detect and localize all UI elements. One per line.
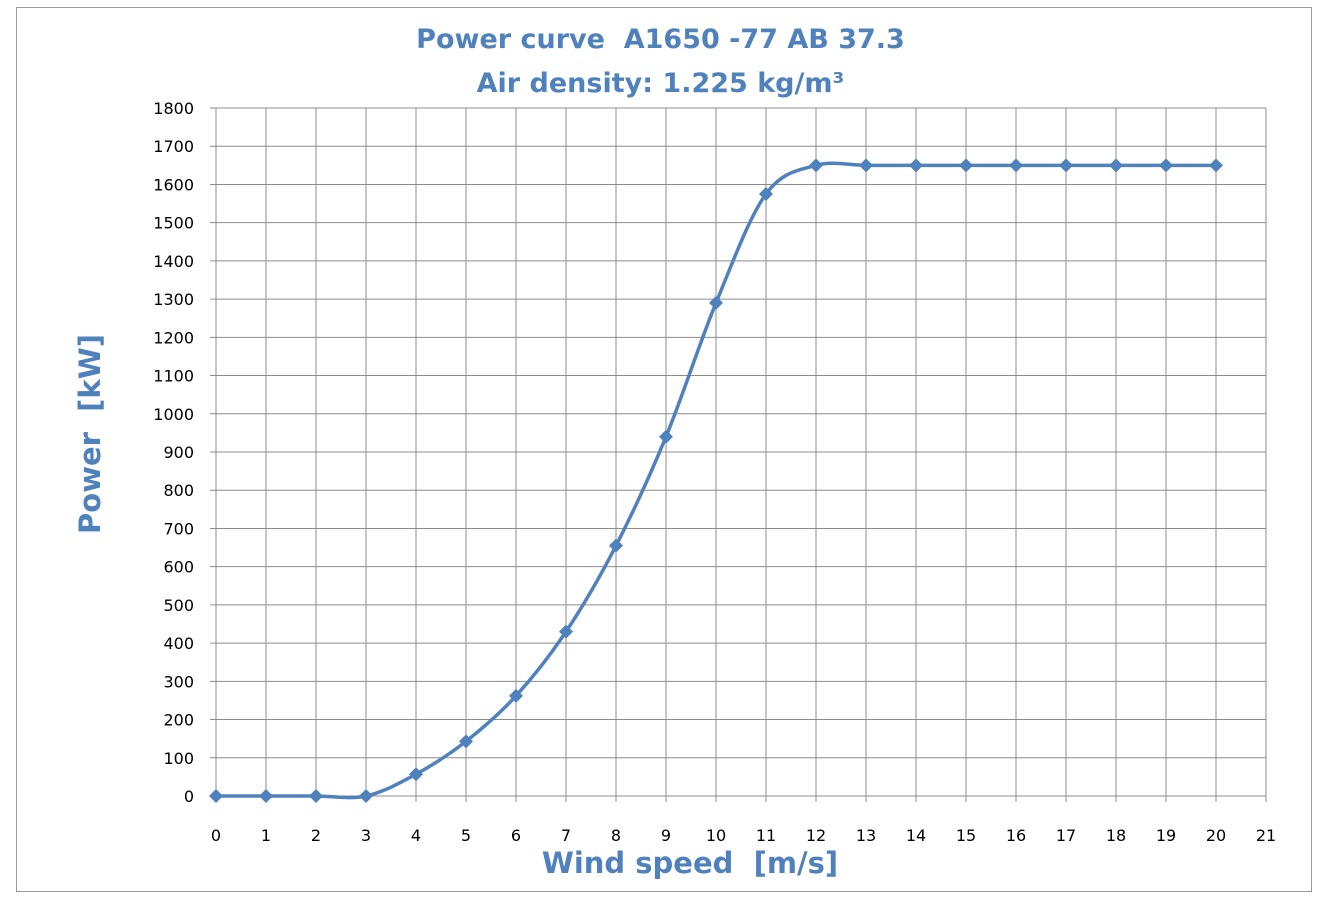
series-line	[214, 161, 1218, 800]
x-tick-label: 18	[1106, 826, 1126, 845]
x-tick-label: 9	[661, 826, 671, 845]
data-point-marker	[909, 158, 923, 173]
y-tick-label: 1500	[153, 214, 194, 233]
y-tick-label: 200	[163, 711, 194, 730]
data-point-marker	[209, 789, 223, 803]
data-point-marker	[509, 688, 523, 703]
y-tick-label: 500	[163, 596, 194, 615]
x-tick-label: 4	[411, 826, 421, 845]
data-point-marker	[1059, 158, 1073, 173]
x-tick-label: 19	[1156, 826, 1176, 845]
y-tick-label: 1200	[153, 328, 194, 347]
data-point-marker	[309, 789, 323, 803]
y-tick-label: 1600	[153, 175, 194, 194]
y-tick-label: 400	[163, 634, 194, 653]
y-axis-label: Power [kW]	[73, 334, 107, 534]
data-point-marker	[1109, 158, 1123, 173]
data-point-marker	[809, 158, 823, 173]
x-tick-label: 5	[461, 826, 471, 845]
x-tick-label: 10	[706, 826, 726, 845]
y-tick-label: 700	[163, 519, 194, 538]
chart-title: Power curve A1650 -77 AB 37.3	[416, 24, 905, 55]
y-tick-label: 1800	[153, 99, 194, 118]
data-point-marker	[359, 789, 373, 803]
chart-subtitle: Air density: 1.225 kg/m³	[476, 68, 845, 99]
data-point-marker	[709, 295, 723, 310]
y-tick-label: 0	[184, 787, 194, 806]
data-point-marker	[559, 624, 573, 639]
data-point-marker	[759, 187, 773, 201]
data-point-marker	[259, 789, 273, 803]
x-tick-label: 20	[1206, 826, 1226, 845]
x-tick-label: 0	[211, 826, 221, 845]
y-tick-label: 300	[163, 672, 194, 691]
data-point-marker	[409, 767, 423, 782]
y-tick-label: 1700	[153, 137, 194, 156]
y-tick-label: 1100	[153, 367, 194, 386]
x-tick-label: 12	[806, 826, 826, 845]
x-tick-label: 2	[311, 826, 321, 845]
y-tick-labels: 0 100 200 300 400 500 600 700 800 900 1000 1100 1200…	[153, 99, 194, 806]
x-tick-labels: 0 1 2 3 4 5 6 7 8 9 10 11 12 13 14 15 16 17 18 19 20 21	[211, 826, 1276, 845]
chart-frame	[16, 7, 1312, 892]
x-tick-label: 11	[756, 826, 776, 845]
x-tick-label: 6	[511, 826, 521, 845]
grid-lines	[210, 107, 1267, 802]
y-tick-label: 100	[163, 749, 194, 768]
y-tick-label: 1000	[153, 405, 194, 424]
y-tick-label: 800	[163, 481, 194, 500]
data-markers	[209, 158, 1223, 803]
x-tick-label: 13	[856, 826, 876, 845]
data-point-marker	[659, 429, 673, 444]
y-tick-label: 900	[163, 443, 194, 462]
data-point-marker	[1159, 158, 1173, 173]
x-tick-label: 21	[1256, 826, 1276, 845]
data-point-marker	[1209, 158, 1223, 173]
y-tick-label: 600	[163, 558, 194, 577]
x-tick-label: 7	[561, 826, 571, 845]
y-tick-label: 1300	[153, 290, 194, 309]
x-tick-label: 15	[956, 826, 976, 845]
data-point-marker	[1009, 158, 1023, 173]
data-point-marker	[609, 538, 623, 553]
x-tick-label: 3	[361, 826, 371, 845]
data-point-marker	[959, 158, 973, 173]
x-axis-label: Wind speed [m/s]	[542, 846, 838, 880]
x-tick-label: 14	[906, 826, 926, 845]
x-tick-label: 8	[611, 826, 621, 845]
series-line-group	[214, 161, 1218, 800]
data-point-marker	[859, 158, 873, 173]
data-point-marker	[459, 734, 473, 749]
y-tick-label: 1400	[153, 252, 194, 271]
x-tick-label: 16	[1006, 826, 1026, 845]
x-tick-label: 1	[261, 826, 271, 845]
x-tick-label: 17	[1056, 826, 1076, 845]
